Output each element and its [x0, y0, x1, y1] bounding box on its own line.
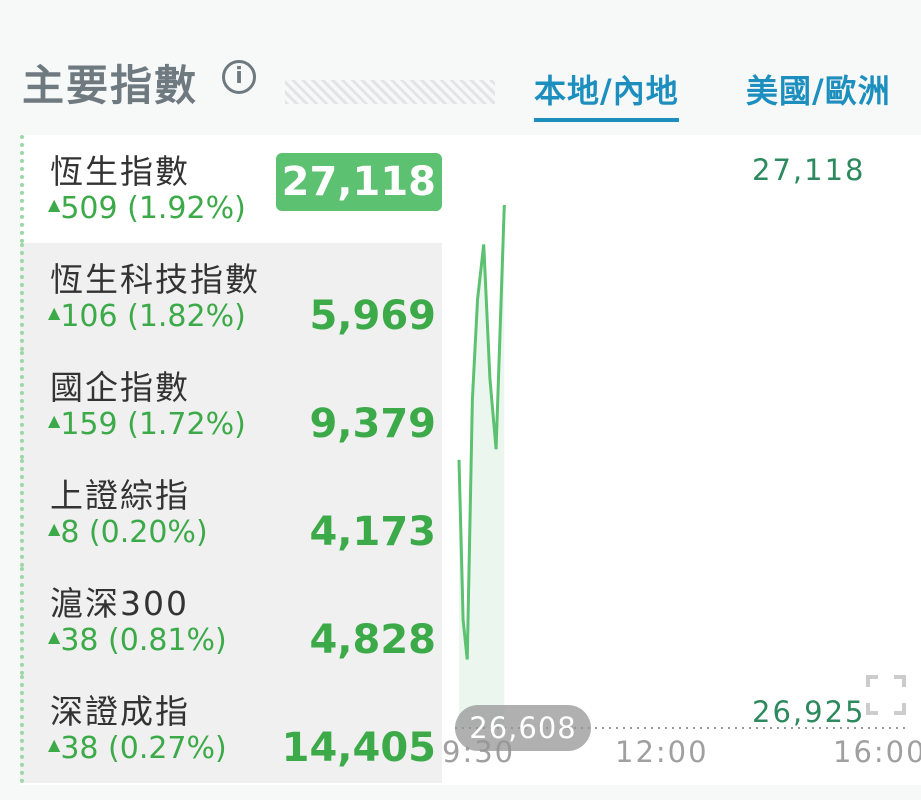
chart-line	[457, 204, 506, 660]
index-change: ▲8 (0.20%)	[48, 515, 208, 550]
info-circle-icon[interactable]: i	[222, 60, 256, 94]
index-change-text: 38 (0.81%)	[60, 623, 227, 658]
index-row[interactable]: 滬深300 ▲38 (0.81%) 4,828	[20, 567, 442, 675]
index-name: 滬深300	[50, 584, 189, 623]
tab-local[interactable]: 本地/內地	[534, 66, 679, 122]
chart-high-label: 27,118	[752, 153, 866, 187]
up-triangle-icon: ▲	[48, 519, 61, 538]
index-name: 上證綜指	[50, 476, 190, 515]
up-triangle-icon: ▲	[48, 303, 61, 322]
index-change: ▲106 (1.82%)	[48, 299, 246, 334]
up-triangle-icon: ▲	[48, 411, 61, 430]
up-triangle-icon: ▲	[48, 735, 61, 754]
index-change: ▲159 (1.72%)	[48, 407, 246, 442]
index-value: 9,379	[309, 401, 436, 447]
index-change: ▲38 (0.81%)	[48, 623, 227, 658]
index-row[interactable]: 國企指數 ▲159 (1.72%) 9,379	[20, 351, 442, 459]
index-change: ▲38 (0.27%)	[48, 731, 227, 766]
index-change: ▲509 (1.92%)	[48, 191, 246, 226]
index-name: 國企指數	[50, 368, 190, 407]
index-value: 14,405	[281, 725, 436, 771]
index-row[interactable]: 恆生指數 ▲509 (1.92%) 27,118	[20, 135, 442, 243]
up-triangle-icon: ▲	[48, 195, 61, 214]
index-value: 5,969	[309, 293, 436, 339]
index-value: 4,828	[309, 617, 436, 663]
index-change-text: 159 (1.72%)	[60, 407, 246, 442]
index-change-text: 509 (1.92%)	[60, 191, 246, 226]
page-title: 主要指數	[22, 61, 199, 110]
index-name: 恆生指數	[50, 152, 190, 191]
index-name: 深證成指	[50, 692, 190, 731]
index-change-text: 106 (1.82%)	[60, 299, 246, 334]
index-row[interactable]: 深證成指 ▲38 (0.27%) 14,405	[20, 675, 442, 783]
chart-low-label: 26,925	[752, 695, 866, 729]
x-tick: 16:00	[833, 735, 921, 769]
index-row[interactable]: 恆生科技指數 ▲106 (1.82%) 5,969	[20, 243, 442, 351]
prev-close-badge: 26,608	[455, 705, 591, 751]
x-tick: 12:00	[615, 735, 709, 769]
index-change-text: 8 (0.20%)	[60, 515, 208, 550]
index-row[interactable]: 上證綜指 ▲8 (0.20%) 4,173	[20, 459, 442, 567]
hatch-decoration	[285, 80, 495, 104]
chart-area	[459, 205, 505, 728]
tab-us-europe[interactable]: 美國/歐洲	[746, 72, 891, 110]
index-change-text: 38 (0.27%)	[60, 731, 227, 766]
up-triangle-icon: ▲	[48, 627, 61, 646]
expand-icon[interactable]	[866, 675, 906, 715]
index-value: 27,118	[275, 153, 442, 211]
index-value: 4,173	[309, 509, 436, 555]
index-name: 恆生科技指數	[50, 260, 260, 299]
